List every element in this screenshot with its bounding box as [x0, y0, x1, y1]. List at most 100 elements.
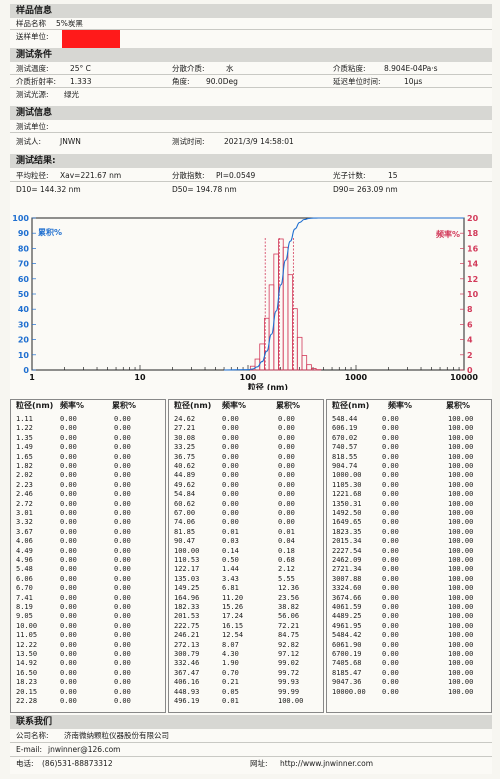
freq-cell: 0.00: [382, 584, 399, 593]
size-cell: 1492.50: [332, 509, 362, 517]
conditions-row-3: 测试光源: 绿光: [10, 89, 492, 101]
header-cum: 累积%: [446, 401, 471, 410]
cum-cell: 100.00: [448, 462, 474, 470]
table-box-3: [326, 399, 492, 713]
size-cell: 22.28: [16, 697, 38, 705]
freq-cell: 0.00: [60, 490, 77, 499]
size-cell: 60.62: [174, 499, 196, 508]
email-value[interactable]: jnwinner@126.com: [48, 745, 121, 754]
pi-label: 分散指数:: [172, 171, 205, 180]
table-row: 1823.35 0.00 100.00: [328, 528, 478, 537]
size-cell: 9047.36: [332, 678, 362, 687]
table-row: 740.57 0.00 100.00: [328, 443, 478, 452]
cum-cell: 100.00: [448, 687, 474, 696]
size-cell: 5.48: [16, 565, 33, 574]
freq-cell: 0.00: [382, 556, 399, 564]
freq-cell: 0.00: [60, 424, 77, 433]
size-cell: 1.35: [16, 433, 33, 442]
freq-cell: 0.05: [222, 687, 239, 696]
size-cell: 367.47: [174, 668, 200, 677]
freq-cell: 0.00: [382, 537, 399, 546]
table-row: 222.75 16.15 72.21: [170, 622, 320, 631]
table-row: 122.17 1.44 2.12: [170, 565, 320, 574]
size-cell: 2.02: [16, 471, 33, 480]
d10-value: D10= 144.32 nm: [16, 185, 81, 194]
freq-cell: 0.00: [382, 443, 399, 452]
size-cell: 164.96: [174, 593, 200, 602]
cum-cell: 2.12: [278, 565, 295, 574]
size-cell: 1350.31: [332, 499, 362, 508]
chart-labels: 1 10 100 1000 100000102030405060708090100024…: [12, 214, 478, 392]
report-page: 样品信息 样品名称 5%炭黑 送样单位: 测试条件 测试温度: 25° C 分散…: [10, 4, 492, 774]
medium-label: 分散介质:: [172, 64, 205, 73]
size-cell: 7405.68: [332, 659, 362, 668]
cum-cell: 0.00: [114, 499, 131, 508]
header-cum: 累积%: [112, 401, 137, 410]
cum-cell: 0.00: [114, 650, 131, 658]
freq-cell: 0.00: [382, 574, 399, 583]
cum-cell: 12.36: [278, 584, 300, 593]
d50-value: D50= 194.78 nm: [172, 185, 237, 194]
test-person-row: 测试人: JNWN 测试时间: 2021/3/9 14:58:01: [10, 136, 492, 148]
freq-cell: 0.00: [60, 546, 77, 555]
size-cell: 904.74: [332, 462, 358, 470]
cum-cell: 0.00: [278, 415, 295, 423]
header-freq: 频率%: [60, 401, 85, 410]
cum-cell: 0.00: [114, 546, 131, 555]
freq-cell: 0.21: [222, 678, 239, 687]
test-info-header: 测试信息: [10, 106, 492, 120]
x-tick-label: 1000: [345, 373, 368, 382]
cum-cell: 0.00: [278, 471, 295, 480]
size-cell: 548.44: [332, 415, 358, 423]
cum-cell: 100.00: [448, 678, 474, 687]
table-row: 60.62 0.00 0.00: [170, 500, 320, 509]
table-row: 54.84 0.00 0.00: [170, 490, 320, 499]
table-row: 7405.68 0.00 100.00: [328, 659, 478, 668]
freq-cell: 0.00: [60, 584, 77, 593]
size-cell: 1000.00: [332, 471, 362, 480]
cum-cell: 0.18: [278, 546, 295, 555]
freq-cell: 0.00: [382, 452, 399, 461]
size-cell: 9.05: [16, 612, 33, 621]
table-row: 2721.34 0.00 100.00: [328, 565, 478, 574]
size-cell: 272.13: [174, 640, 200, 649]
cum-cell: 0.00: [114, 565, 131, 574]
cum-cell: 0.00: [278, 499, 295, 508]
freq-cell: 0.00: [60, 443, 77, 452]
freq-cell: 0.00: [60, 593, 77, 602]
table-row: [328, 697, 478, 706]
size-cell: 1.65: [16, 452, 33, 461]
freq-cell: 0.03: [222, 537, 239, 546]
freq-cell: 0.00: [60, 687, 77, 696]
cum-cell: 100.00: [448, 668, 474, 677]
freq-cell: 0.00: [382, 565, 399, 574]
cum-cell: 0.00: [114, 537, 131, 546]
conditions-row-2: 介质折射率: 1.333 角度: 90.0Deg 延迟单位时间: 10μs: [10, 76, 492, 88]
freq-cell: 0.00: [60, 697, 77, 705]
size-cell: 332.46: [174, 659, 200, 668]
cum-cell: 0.00: [114, 697, 131, 705]
d-markers: [264, 238, 294, 370]
frequency-bar: [273, 253, 279, 371]
medium-value: 水: [226, 64, 234, 73]
freq-cell: 0.00: [382, 518, 399, 527]
freq-cell: 0.00: [60, 462, 77, 470]
cum-cell: 84.75: [278, 631, 300, 640]
freq-cell: 8.07: [222, 640, 239, 649]
cum-cell: 100.00: [448, 565, 474, 574]
table-row: 6.06 0.00 0.00: [12, 575, 162, 584]
table-row: 135.03 3.43 5.55: [170, 575, 320, 584]
cum-cell: 97.12: [278, 650, 300, 658]
cum-cell: 0.00: [114, 480, 131, 489]
size-cell: 10.00: [16, 621, 38, 630]
web-value[interactable]: http://www.jnwinner.com: [280, 759, 374, 768]
table-row: 5.48 0.00 0.00: [12, 565, 162, 574]
cum-cell: 0.00: [114, 518, 131, 527]
size-cell: 2462.09: [332, 556, 362, 564]
cum-cell: 0.00: [114, 687, 131, 696]
table-row: 1492.50 0.00 100.00: [328, 509, 478, 518]
frequency-bars: [249, 238, 322, 371]
light-label: 测试光源:: [16, 90, 49, 99]
temp-label: 测试温度:: [16, 64, 49, 73]
size-cell: 4.49: [16, 546, 33, 555]
